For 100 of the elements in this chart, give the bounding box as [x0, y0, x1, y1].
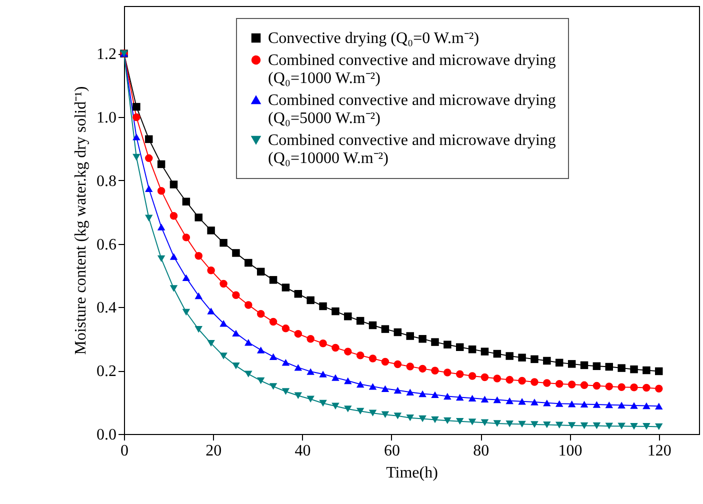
point — [493, 374, 502, 382]
point — [518, 376, 526, 385]
point — [182, 274, 190, 282]
point — [306, 368, 314, 375]
point — [618, 383, 626, 391]
point — [418, 335, 426, 343]
point — [480, 419, 489, 426]
y-tick-label: 0.8 — [96, 172, 116, 190]
point — [605, 382, 614, 390]
point — [368, 383, 377, 390]
point — [394, 386, 402, 394]
point — [518, 420, 526, 428]
point — [381, 358, 390, 366]
point — [630, 402, 638, 409]
point — [580, 381, 588, 390]
point — [580, 422, 588, 430]
point — [431, 391, 439, 398]
point — [306, 335, 314, 343]
point — [506, 352, 514, 360]
point — [493, 420, 502, 427]
y-tick-label: 1.2 — [96, 46, 116, 64]
point — [592, 382, 601, 390]
point — [220, 238, 228, 247]
point — [568, 400, 576, 408]
y-tick-label: 1.0 — [96, 109, 116, 126]
point — [418, 364, 426, 373]
point — [282, 324, 290, 332]
point — [642, 384, 650, 392]
point — [157, 224, 166, 230]
point — [145, 154, 153, 162]
point — [431, 366, 439, 374]
point — [256, 268, 265, 276]
point — [207, 308, 215, 314]
point — [456, 370, 464, 378]
point — [518, 354, 526, 362]
point — [530, 398, 538, 406]
point — [294, 290, 302, 298]
point — [282, 388, 290, 395]
point — [480, 396, 489, 402]
point — [468, 394, 476, 402]
point — [194, 214, 202, 222]
point — [493, 396, 502, 404]
point — [332, 402, 340, 410]
point — [530, 421, 538, 428]
point — [381, 411, 390, 418]
point — [580, 361, 588, 370]
point — [256, 377, 265, 384]
point — [319, 370, 327, 378]
y-tick-label: 0.4 — [96, 300, 116, 317]
point — [256, 310, 265, 318]
x-tick-label: 80 — [473, 442, 490, 460]
point — [394, 412, 402, 420]
point — [444, 368, 452, 376]
point — [132, 102, 140, 111]
point — [480, 348, 489, 356]
point — [182, 234, 190, 242]
point — [269, 353, 278, 360]
point — [294, 330, 302, 338]
point — [319, 400, 327, 407]
point — [431, 338, 439, 346]
point — [306, 296, 314, 304]
point — [157, 186, 166, 195]
point — [332, 307, 340, 316]
point — [394, 328, 402, 336]
point — [493, 350, 502, 358]
point — [244, 339, 252, 346]
point — [642, 402, 650, 410]
point — [568, 360, 576, 368]
legend-label: Combined convective and microwave drying (Q₀=1000 W.m⁻²) — [268, 52, 556, 87]
point — [618, 402, 626, 409]
point — [456, 394, 464, 401]
point — [344, 312, 352, 320]
point — [444, 417, 452, 424]
point — [642, 366, 650, 374]
point — [530, 378, 538, 386]
point — [170, 180, 178, 188]
point — [145, 214, 153, 222]
point — [282, 284, 290, 292]
point — [543, 421, 551, 428]
point — [655, 402, 663, 410]
point — [356, 352, 364, 360]
point — [157, 255, 166, 262]
point — [170, 253, 178, 260]
point — [506, 420, 514, 428]
point — [157, 160, 166, 168]
point — [406, 332, 414, 340]
point — [232, 291, 240, 300]
point — [381, 325, 390, 333]
point — [555, 400, 564, 407]
point — [592, 362, 601, 370]
point — [232, 330, 240, 337]
point — [592, 422, 601, 430]
point — [506, 397, 514, 404]
point — [568, 422, 576, 429]
point — [555, 422, 564, 428]
point — [145, 135, 153, 144]
point — [630, 384, 638, 392]
point — [406, 414, 414, 422]
point — [356, 380, 364, 388]
point — [368, 354, 377, 362]
